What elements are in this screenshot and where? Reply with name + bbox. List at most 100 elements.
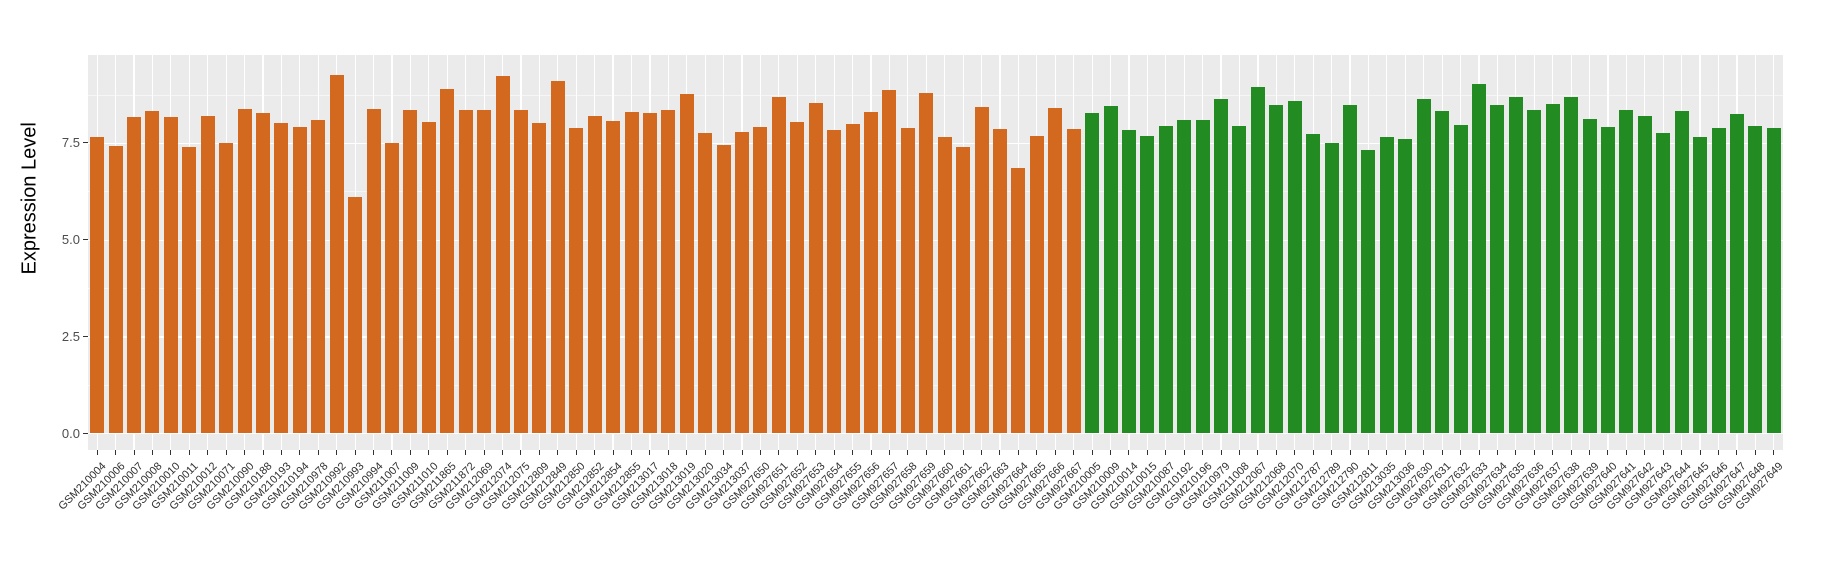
bar-GSM927650[interactable] [753, 126, 768, 433]
bar-GSM210014[interactable] [1121, 129, 1136, 433]
bar-GSM927663[interactable] [992, 129, 1007, 433]
bar-GSM212070[interactable] [1287, 100, 1302, 433]
bar-GSM212854[interactable] [606, 120, 621, 433]
y-tick-label: 5.0 [61, 232, 80, 248]
x-tick-mark [1275, 450, 1277, 455]
x-tick-mark [1036, 450, 1038, 455]
bar-GSM213034[interactable] [716, 144, 731, 433]
bar-GSM927661[interactable] [956, 147, 971, 433]
bar-GSM927660[interactable] [937, 136, 952, 433]
bar-GSM212067[interactable] [1250, 86, 1265, 433]
bar-GSM211872[interactable] [458, 110, 473, 433]
bar-GSM210087[interactable] [1158, 125, 1173, 433]
bar-GSM210005[interactable] [1085, 113, 1100, 433]
x-tick-mark [686, 450, 688, 455]
x-tick-mark [1017, 450, 1019, 455]
bar-GSM927665[interactable] [1029, 135, 1044, 433]
bar-GSM927631[interactable] [1435, 110, 1450, 433]
bar-GSM927658[interactable] [900, 127, 915, 433]
bar-GSM927642[interactable] [1637, 115, 1652, 433]
bar-GSM927641[interactable] [1619, 109, 1634, 433]
bar-GSM927649[interactable] [1766, 128, 1781, 433]
bar-GSM211007[interactable] [384, 142, 399, 433]
bar-GSM927654[interactable] [827, 129, 842, 433]
bar-GSM212074[interactable] [495, 76, 510, 433]
bar-GSM210012[interactable] [200, 115, 215, 433]
x-tick-mark [1699, 450, 1701, 455]
bar-GSM212790[interactable] [1343, 105, 1358, 433]
bar-GSM213017[interactable] [642, 112, 657, 433]
bar-GSM213020[interactable] [698, 132, 713, 433]
bar-GSM927632[interactable] [1453, 125, 1468, 433]
bar-GSM927653[interactable] [808, 103, 823, 433]
gridline-major [88, 336, 1783, 338]
bar-GSM927646[interactable] [1711, 127, 1726, 433]
bar-GSM210004[interactable] [90, 137, 105, 433]
bar-GSM210071[interactable] [219, 142, 234, 433]
bar-GSM927645[interactable] [1693, 136, 1708, 433]
bar-GSM927640[interactable] [1600, 126, 1615, 433]
bar-GSM212789[interactable] [1324, 143, 1339, 433]
bar-GSM927635[interactable] [1508, 96, 1523, 433]
bar-GSM927644[interactable] [1674, 110, 1689, 433]
bar-GSM210979[interactable] [1214, 98, 1229, 433]
bar-GSM212849[interactable] [550, 80, 565, 433]
bar-GSM213018[interactable] [661, 110, 676, 433]
bar-GSM927656[interactable] [864, 112, 879, 433]
bar-GSM212852[interactable] [587, 115, 602, 433]
bar-GSM927636[interactable] [1527, 110, 1542, 433]
bar-GSM210193[interactable] [274, 122, 289, 433]
bar-GSM211009[interactable] [403, 110, 418, 433]
bar-GSM213019[interactable] [679, 94, 694, 433]
bar-GSM927664[interactable] [1011, 168, 1026, 433]
bar-GSM927655[interactable] [845, 124, 860, 433]
bar-GSM210015[interactable] [1140, 135, 1155, 433]
bar-GSM927648[interactable] [1748, 126, 1763, 433]
bar-GSM212809[interactable] [532, 123, 547, 433]
bar-GSM927662[interactable] [974, 107, 989, 433]
bar-GSM927638[interactable] [1564, 97, 1579, 433]
bar-GSM211008[interactable] [1232, 125, 1247, 433]
bar-GSM927630[interactable] [1416, 99, 1431, 433]
bar-GSM927667[interactable] [1066, 129, 1081, 433]
bar-GSM927643[interactable] [1656, 132, 1671, 433]
bar-GSM210196[interactable] [1195, 120, 1210, 433]
bar-GSM927666[interactable] [1048, 108, 1063, 433]
bar-GSM210008[interactable] [145, 110, 160, 433]
bar-GSM212069[interactable] [477, 110, 492, 433]
bar-GSM211865[interactable] [440, 88, 455, 433]
bar-GSM210192[interactable] [1177, 120, 1192, 433]
bar-GSM210007[interactable] [127, 117, 142, 433]
bar-GSM927647[interactable] [1729, 114, 1744, 433]
bar-GSM927651[interactable] [771, 96, 786, 433]
bar-GSM210194[interactable] [292, 127, 307, 433]
bar-GSM927652[interactable] [790, 121, 805, 433]
bar-GSM210993[interactable] [348, 196, 363, 433]
bar-GSM212850[interactable] [569, 128, 584, 433]
bar-GSM210992[interactable] [329, 74, 344, 433]
bar-GSM210010[interactable] [163, 117, 178, 433]
bar-GSM213037[interactable] [735, 132, 750, 433]
x-tick-mark [391, 450, 393, 455]
bar-GSM210978[interactable] [311, 120, 326, 433]
bar-GSM211010[interactable] [421, 121, 436, 433]
bar-GSM213036[interactable] [1398, 139, 1413, 433]
bar-GSM927657[interactable] [882, 89, 897, 433]
bar-GSM927637[interactable] [1545, 103, 1560, 433]
bar-GSM927633[interactable] [1472, 83, 1486, 433]
bar-GSM927639[interactable] [1582, 118, 1597, 433]
bar-GSM212068[interactable] [1269, 104, 1284, 433]
bar-GSM927634[interactable] [1490, 105, 1505, 433]
bar-GSM210011[interactable] [182, 147, 197, 433]
bar-GSM213035[interactable] [1379, 137, 1394, 433]
bar-GSM212855[interactable] [624, 111, 639, 433]
bar-GSM212811[interactable] [1361, 149, 1376, 433]
bar-GSM927659[interactable] [919, 92, 934, 433]
bar-GSM212787[interactable] [1306, 134, 1321, 433]
bar-GSM212075[interactable] [513, 110, 528, 433]
bar-GSM210188[interactable] [256, 113, 271, 433]
bar-GSM210006[interactable] [108, 146, 123, 433]
bar-GSM210994[interactable] [366, 109, 381, 433]
bar-GSM210009[interactable] [1103, 105, 1118, 433]
bar-GSM210090[interactable] [237, 108, 252, 433]
